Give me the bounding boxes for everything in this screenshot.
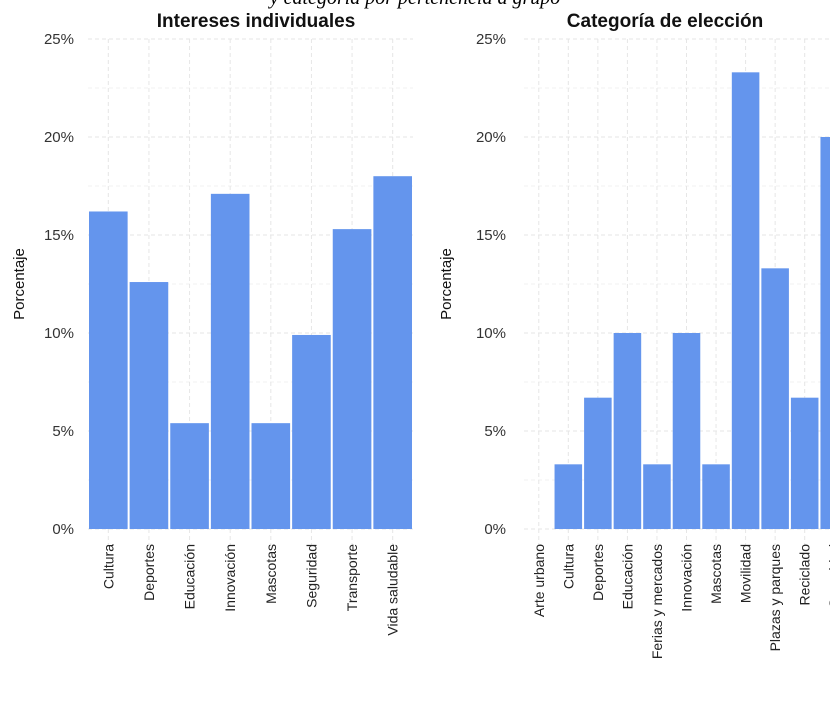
x-tick-label: Seguridad (303, 544, 319, 608)
x-tick-label: Cultura (560, 544, 576, 589)
bar-deportes (129, 282, 169, 529)
y-tick-label: 20% (476, 129, 506, 146)
bar-seguridad (292, 334, 331, 529)
bar-seguridad (820, 137, 830, 529)
x-tick-label: Deportes (590, 544, 606, 601)
x-tick-label: Seguridad (826, 544, 830, 608)
x-tick-label: Innovación (222, 544, 238, 612)
bar-reciclado (790, 397, 819, 529)
x-tick-label: Educación (182, 544, 198, 609)
y-tick-label: 0% (484, 521, 506, 538)
x-tick-label: Mascotas (708, 544, 724, 604)
y-tick-label: 10% (476, 325, 506, 342)
bar-transporte (332, 229, 372, 529)
x-tick-label: Plazas y parques (767, 544, 783, 651)
chart-panel-2: 0% 5% 10% 15% 20% 25% Arte urbano Cultura Deport… (438, 11, 830, 659)
y-tick-label: 0% (52, 521, 74, 538)
bar-ferias-y-mercados (643, 464, 671, 529)
x-tick-label: Mascotas (263, 544, 279, 604)
x-tick-label: Transporte (344, 544, 360, 611)
y-tick-label: 25% (44, 31, 74, 48)
bar-movilidad (731, 72, 760, 529)
x-tick-label: Educación (619, 544, 635, 609)
bar-vida-saludable (373, 176, 412, 529)
chart-panel-1: 0% 5% 10% 15% 20% 25% Cultura Deportes Educación… (11, 11, 413, 636)
bar-plazas-y-parques (761, 268, 789, 529)
y-tick-label: 20% (44, 129, 74, 146)
x-tick-label: Cultura (100, 544, 116, 589)
bar-cultura (89, 211, 128, 530)
x-tick-label: Vida saludable (385, 544, 401, 636)
page-title: y categoría por pertenencia a grupo (0, 0, 830, 10)
chart-title: Intereses individuales (157, 11, 356, 32)
y-axis-label: Porcentaje (438, 248, 455, 320)
bar-innovación (672, 333, 701, 529)
y-axis-label: Porcentaje (11, 248, 28, 320)
y-tick-label: 25% (476, 31, 506, 48)
x-tick-label: Innovación (679, 544, 695, 612)
x-tick-label: Arte urbano (531, 544, 547, 617)
bar-mascotas (702, 464, 730, 529)
x-tick-label: Deportes (141, 544, 157, 601)
bar-cultura (554, 464, 583, 529)
bar-mascotas (251, 423, 291, 529)
bar-deportes (584, 397, 612, 529)
x-tick-label: Movilidad (738, 544, 754, 603)
y-tick-label: 15% (44, 227, 74, 244)
x-tick-label: Reciclado (797, 544, 813, 606)
chart-title: Categoría de elección (567, 11, 763, 32)
bar-innovación (210, 193, 250, 529)
y-tick-label: 5% (52, 423, 74, 440)
y-tick-label: 15% (476, 227, 506, 244)
bar-educación (613, 333, 642, 529)
x-tick-label: Ferias y mercados (649, 544, 665, 659)
bar-educación (170, 423, 209, 529)
y-tick-label: 5% (484, 423, 506, 440)
y-tick-label: 10% (44, 325, 74, 342)
